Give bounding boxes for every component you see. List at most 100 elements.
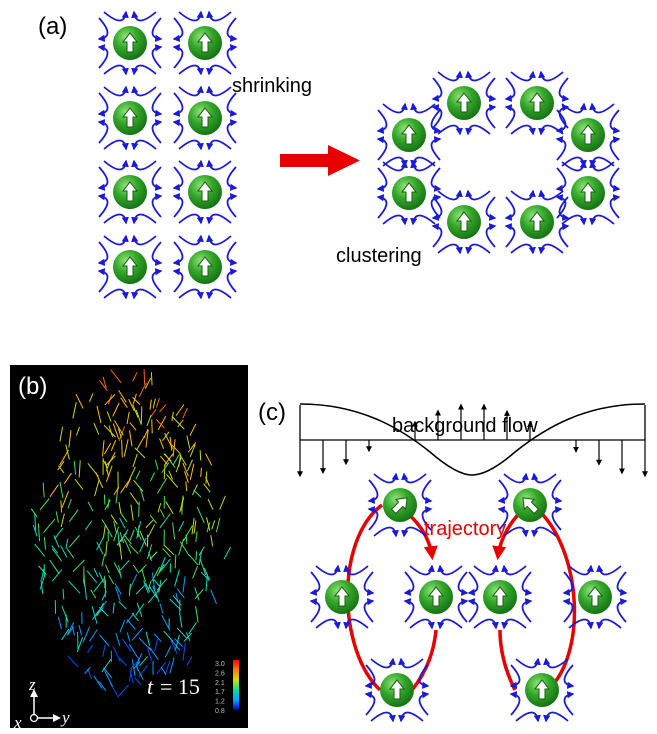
flow-lines [509, 657, 575, 723]
velocity-vector [119, 543, 123, 560]
flow-lines [367, 472, 433, 538]
swimmer [509, 657, 575, 723]
ring-swimmers [376, 70, 621, 255]
velocity-vector [68, 535, 80, 548]
swimmer [364, 657, 430, 723]
velocity-vector [122, 638, 132, 652]
velocity-vector [136, 435, 145, 451]
velocity-vector [147, 524, 156, 538]
velocity-vector [113, 486, 120, 495]
flow-lines [364, 657, 430, 723]
grid-swimmers [97, 10, 238, 300]
flow-lines [403, 564, 469, 630]
flow-lines [467, 564, 533, 630]
velocity-vector [95, 471, 104, 489]
swimmer [504, 70, 570, 136]
velocity-vector [165, 660, 171, 675]
velocity-vector [139, 564, 147, 573]
velocity-vector [114, 420, 124, 436]
velocity-vector [58, 465, 65, 474]
velocity-vector [149, 399, 152, 410]
velocity-vector [130, 504, 134, 521]
velocity-vector [86, 570, 98, 583]
velocity-vector [179, 613, 183, 628]
velocity-vector [195, 606, 199, 623]
velocity-vector [68, 580, 81, 594]
velocity-vector [135, 470, 141, 480]
velocity-vector [210, 589, 217, 604]
velocity-vector [182, 576, 186, 593]
velocity-vector [191, 517, 195, 535]
velocity-vector [34, 543, 46, 557]
axis-y-label: y [60, 708, 70, 727]
velocity-vector [149, 646, 159, 660]
velocity-vector [115, 632, 121, 646]
velocity-vector [103, 424, 116, 438]
velocity-vector [104, 499, 111, 511]
velocity-vector [145, 582, 151, 593]
velocity-vector [49, 559, 60, 575]
velocity-vector [94, 479, 100, 497]
transition-arrow [280, 145, 360, 176]
swimmer [403, 564, 469, 630]
velocity-vector [161, 614, 171, 631]
velocity-vector [200, 571, 210, 581]
velocity-vector [139, 656, 149, 667]
velocity-vector [65, 444, 70, 460]
velocity-vector [119, 517, 126, 529]
orientation-arrow-icon [333, 586, 351, 607]
velocity-vector [134, 447, 146, 459]
velocity-vector [159, 603, 164, 614]
swimmer [172, 85, 238, 151]
velocity-vector [164, 432, 173, 449]
velocity-vector [105, 465, 113, 482]
velocity-vector [82, 626, 91, 643]
velocity-vector [119, 559, 130, 571]
orientation-arrow-icon [121, 181, 139, 202]
velocity-vector [196, 506, 205, 524]
flow-lines [309, 564, 375, 630]
velocity-vector [110, 440, 117, 451]
velocity-vector [39, 498, 50, 511]
velocity-vector [108, 425, 114, 438]
velocity-vector [171, 415, 185, 430]
velocity-vector [32, 524, 38, 537]
velocity-vector [139, 486, 145, 502]
velocity-vector [132, 453, 138, 468]
velocity-vector [147, 648, 152, 661]
velocity-vector [137, 525, 140, 538]
velocity-vector [146, 414, 152, 427]
flow-lines [97, 159, 163, 225]
orientation-arrow-icon [528, 211, 546, 232]
velocity-vector [60, 500, 63, 513]
velocity-vector [115, 586, 121, 602]
velocity-field [30, 369, 232, 698]
velocity-vector [87, 644, 94, 653]
orientation-arrow-icon [491, 586, 509, 607]
velocity-vector [144, 377, 152, 389]
swimmer [467, 564, 533, 630]
velocity-vector [199, 450, 202, 461]
velocity-vector [176, 627, 187, 639]
velocity-vector [60, 513, 65, 528]
velocity-vector [175, 456, 182, 473]
flow-lines [504, 189, 570, 255]
flow-lines [431, 189, 497, 255]
velocity-vector [60, 545, 68, 558]
swimmer [555, 160, 621, 226]
velocity-vector [176, 588, 185, 599]
velocity-vector [139, 530, 147, 546]
colorbar: 3.0 2.6 2.1 1.7 1.2 0.8 [215, 660, 239, 715]
velocity-vector [168, 470, 174, 480]
velocity-vector [126, 632, 131, 642]
velocity-vector [215, 517, 221, 533]
velocity-vector [174, 634, 180, 652]
velocity-vector [57, 616, 62, 630]
velocity-vector [135, 410, 142, 425]
velocity-vector [153, 633, 162, 642]
velocity-vector [170, 638, 181, 651]
velocity-vector [132, 564, 140, 574]
velocity-vector [156, 578, 168, 591]
velocity-vector [42, 482, 45, 498]
